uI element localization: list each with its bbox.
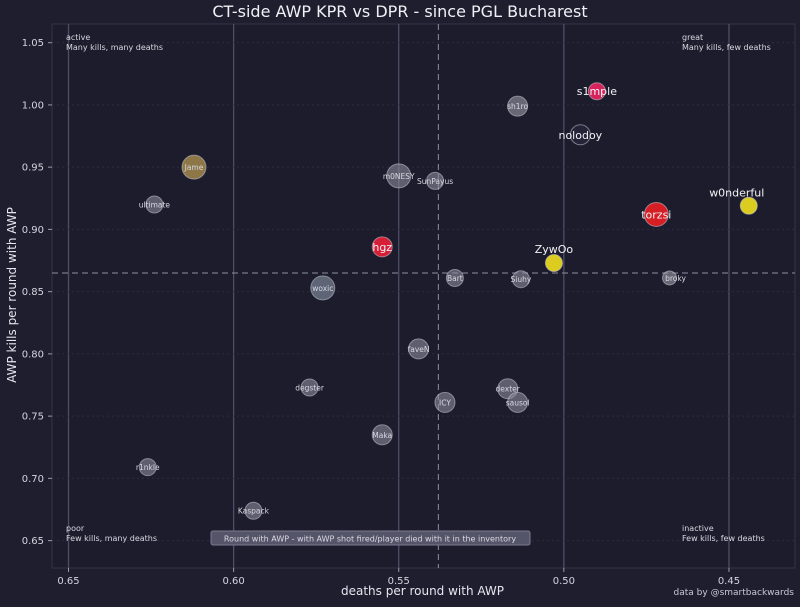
data-point: [434, 391, 456, 413]
data-point: [408, 338, 430, 360]
footnote-text: Round with AWP - with AWP shot fired/pla…: [224, 535, 516, 544]
data-point: [511, 270, 530, 289]
data-point: [569, 124, 591, 146]
data-point: [544, 254, 563, 273]
quadrant-title: inactive: [682, 524, 714, 533]
point-label: Bart: [447, 274, 463, 283]
y-tick-label: 1.05: [22, 38, 44, 49]
point-label: sh1ro: [507, 102, 528, 111]
point-label: torzsi: [641, 208, 671, 221]
quadrant-title: poor: [66, 524, 85, 533]
y-tick-label: 0.90: [22, 225, 44, 236]
x-tick-label: 0.55: [388, 576, 410, 587]
chart-title: CT-side AWP KPR vs DPR - since PGL Bucha…: [212, 2, 588, 21]
point-label: Jame: [184, 163, 204, 172]
data-point: [310, 275, 336, 301]
quadrant-title: active: [66, 33, 90, 42]
point-label: s1mple: [577, 85, 617, 98]
point-label: r1nkle: [136, 463, 160, 472]
point-label: broky: [665, 274, 686, 283]
data-point: [507, 391, 529, 413]
data-point: [445, 268, 464, 287]
data-point: [138, 458, 157, 477]
point-label: ICY: [439, 398, 451, 407]
point-label: sausol: [506, 398, 530, 407]
data-point: [426, 171, 445, 190]
point-label: woxic: [312, 284, 333, 293]
point-label: Kaspack: [238, 507, 270, 516]
data-point: [662, 270, 678, 286]
point-label: w0nderful: [709, 187, 764, 200]
data-point: [386, 163, 412, 189]
x-tick-label: 0.65: [57, 576, 79, 587]
y-tick-label: 0.80: [22, 349, 44, 360]
quadrant-subtitle: Many kills, many deaths: [66, 43, 163, 52]
y-tick-label: 0.70: [22, 474, 44, 485]
data-point: [145, 195, 164, 214]
point-label: nolodoy: [558, 129, 602, 142]
data-point: [371, 424, 393, 446]
y-tick-label: 0.75: [22, 412, 44, 423]
data-point: [244, 501, 263, 520]
point-label: SunPayus: [417, 177, 453, 186]
data-point: [643, 201, 669, 227]
point-label: Maka: [372, 431, 392, 440]
data-point: [739, 196, 758, 215]
quadrant-subtitle: Few kills, many deaths: [66, 534, 157, 543]
x-tick-label: 0.60: [222, 576, 244, 587]
quadrant-title: great: [682, 33, 703, 42]
quadrant-subtitle: Many kills, few deaths: [682, 43, 771, 52]
y-tick-label: 0.85: [22, 287, 44, 298]
x-tick-label: 0.45: [718, 576, 740, 587]
y-tick-label: 0.65: [22, 536, 44, 547]
footnote-box: [210, 530, 531, 546]
point-label: Siuhy: [511, 275, 532, 284]
point-label: faveN: [408, 345, 430, 354]
point-label: m0NESY: [383, 172, 415, 181]
point-label: hgz: [372, 241, 392, 254]
point-label: degster: [295, 383, 325, 392]
data-point: [300, 378, 319, 397]
point-label: ZywOo: [535, 243, 574, 256]
data-point: [507, 95, 529, 117]
data-point: [587, 82, 606, 101]
data-point: [371, 236, 393, 258]
x-axis-label: deaths per round with AWP: [340, 584, 505, 598]
x-tick-label: 0.50: [553, 576, 575, 587]
point-label: dexter: [496, 385, 521, 394]
data-credit: data by @smartbackwards: [673, 588, 794, 598]
y-tick-label: 0.95: [22, 163, 44, 174]
plot-area: [51, 23, 796, 569]
y-axis-label: AWP kills per round with AWP: [5, 207, 19, 383]
y-tick-label: 1.00: [22, 100, 44, 111]
data-point: [181, 154, 207, 180]
point-label: ultimate: [139, 201, 171, 210]
quadrant-subtitle: Few kills, few deaths: [682, 534, 765, 543]
